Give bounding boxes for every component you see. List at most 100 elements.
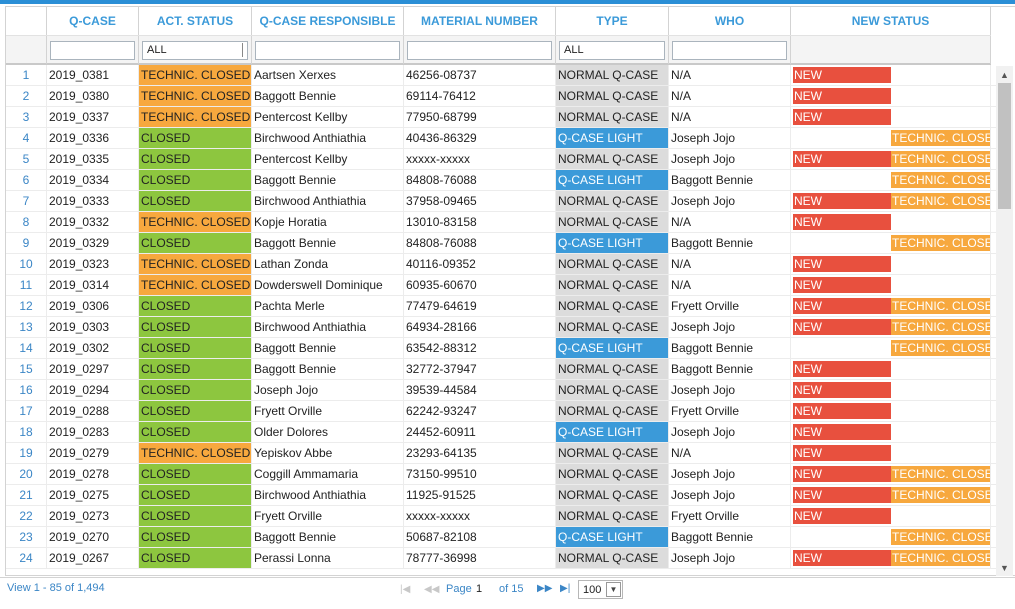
- qcase-cell[interactable]: 2019_0335: [47, 149, 139, 169]
- qcase-cell[interactable]: 2019_0336: [47, 128, 139, 148]
- prev-page-icon[interactable]: ◀◀: [424, 584, 440, 595]
- table-row[interactable]: 9 2019_0329 CLOSED Baggott Bennie 84808-7608…: [6, 233, 996, 254]
- table-row[interactable]: 12 2019_0306 CLOSED Pachta Merle 77479-64619…: [6, 296, 996, 317]
- qcase-cell[interactable]: 2019_0278: [47, 464, 139, 484]
- qcase-cell[interactable]: 2019_0288: [47, 401, 139, 421]
- new-status-cell[interactable]: TECHNIC. CLOSE: [791, 338, 991, 358]
- row-number: 6: [6, 170, 47, 190]
- table-row[interactable]: 11 2019_0314 TECHNIC. CLOSED Dowderswell Do…: [6, 275, 996, 296]
- table-row[interactable]: 13 2019_0303 CLOSED Birchwood Anthiathia 649…: [6, 317, 996, 338]
- table-row[interactable]: 5 2019_0335 CLOSED Pentercost Kellby xxxxx-x…: [6, 149, 996, 170]
- new-status-cell[interactable]: TECHNIC. CLOSE: [791, 233, 991, 253]
- new-status-cell[interactable]: NEW: [791, 380, 991, 400]
- qcase-cell[interactable]: 2019_0380: [47, 86, 139, 106]
- new-status-cell[interactable]: NEW TECHNIC. CLOSE: [791, 485, 991, 505]
- responsible-cell: Dowderswell Dominique: [252, 275, 404, 295]
- table-row[interactable]: 19 2019_0279 TECHNIC. CLOSED Yepiskov Abbe 2…: [6, 443, 996, 464]
- col-header-material-number[interactable]: MATERIAL NUMBER: [404, 7, 556, 35]
- table-row[interactable]: 20 2019_0278 CLOSED Coggill Ammamaria 73150-…: [6, 464, 996, 485]
- qcase-cell[interactable]: 2019_0270: [47, 527, 139, 547]
- col-header-act-status[interactable]: ACT. STATUS: [139, 7, 252, 35]
- new-status-cell[interactable]: NEW: [791, 254, 991, 274]
- type-cell: NORMAL Q-CASE: [556, 254, 669, 274]
- new-status-cell[interactable]: NEW: [791, 107, 991, 127]
- scroll-up-arrow-icon[interactable]: ▲: [1000, 69, 1009, 80]
- col-header-responsible[interactable]: Q-CASE RESPONSIBLE: [252, 7, 404, 35]
- new-status-cell[interactable]: NEW: [791, 359, 991, 379]
- page-number-input[interactable]: 1: [473, 580, 495, 598]
- qcase-cell[interactable]: 2019_0297: [47, 359, 139, 379]
- next-page-icon[interactable]: ▶▶: [537, 583, 553, 594]
- new-status-cell[interactable]: NEW: [791, 443, 991, 463]
- table-row[interactable]: 17 2019_0288 CLOSED Fryett Orville 62242-932…: [6, 401, 996, 422]
- col-header-who[interactable]: WHO: [669, 7, 791, 35]
- material-filter-input[interactable]: [407, 40, 552, 60]
- vertical-scrollbar[interactable]: ▲ ▼: [996, 66, 1013, 576]
- table-row[interactable]: 1 2019_0381 TECHNIC. CLOSED Aartsen Xerxes 4…: [6, 65, 996, 86]
- qcase-cell[interactable]: 2019_0294: [47, 380, 139, 400]
- qcase-cell[interactable]: 2019_0323: [47, 254, 139, 274]
- act-status-filter-select[interactable]: ALL: [142, 40, 248, 60]
- table-row[interactable]: 22 2019_0273 CLOSED Fryett Orville xxxxx-xxx…: [6, 506, 996, 527]
- last-page-icon[interactable]: ▶|: [560, 583, 571, 594]
- col-header-qcase[interactable]: Q-CASE: [47, 7, 139, 35]
- table-row[interactable]: 10 2019_0323 TECHNIC. CLOSED Lathan Zonda 40…: [6, 254, 996, 275]
- col-header-type[interactable]: TYPE: [556, 7, 669, 35]
- responsible-filter-input[interactable]: [255, 40, 400, 60]
- new-status-cell[interactable]: NEW TECHNIC. CLOSE: [791, 464, 991, 484]
- table-row[interactable]: 4 2019_0336 CLOSED Birchwood Anthiathia 4043…: [6, 128, 996, 149]
- responsible-cell: Baggott Bennie: [252, 359, 404, 379]
- qcase-cell[interactable]: 2019_0333: [47, 191, 139, 211]
- new-status-cell[interactable]: NEW TECHNIC. CLOSE: [791, 149, 991, 169]
- qcase-cell[interactable]: 2019_0329: [47, 233, 139, 253]
- q-case-grid: Q-CASE ACT. STATUS Q-CASE RESPONSIBLE MA…: [5, 6, 1015, 576]
- qcase-filter-input[interactable]: [50, 40, 135, 60]
- table-row[interactable]: 16 2019_0294 CLOSED Joseph Jojo 39539-44584 N…: [6, 380, 996, 401]
- qcase-cell[interactable]: 2019_0303: [47, 317, 139, 337]
- new-status-cell[interactable]: NEW: [791, 506, 991, 526]
- table-row[interactable]: 18 2019_0283 CLOSED Older Dolores 24452-6091…: [6, 422, 996, 443]
- table-row[interactable]: 6 2019_0334 CLOSED Baggott Bennie 84808-7608…: [6, 170, 996, 191]
- qcase-cell[interactable]: 2019_0381: [47, 65, 139, 85]
- col-header-new-status[interactable]: NEW STATUS: [791, 7, 991, 35]
- new-status-cell[interactable]: NEW TECHNIC. CLOSE: [791, 548, 991, 568]
- new-status-cell[interactable]: TECHNIC. CLOSE: [791, 170, 991, 190]
- table-row[interactable]: 2 2019_0380 TECHNIC. CLOSED Baggott Bennie 6…: [6, 86, 996, 107]
- table-row[interactable]: 24 2019_0267 CLOSED Perassi Lonna 78777-3699…: [6, 548, 996, 569]
- scroll-down-arrow-icon[interactable]: ▼: [1000, 562, 1009, 573]
- table-row[interactable]: 3 2019_0337 TECHNIC. CLOSED Pentercost Kell…: [6, 107, 996, 128]
- new-status-cell[interactable]: NEW: [791, 212, 991, 232]
- new-status-cell[interactable]: NEW TECHNIC. CLOSE: [791, 191, 991, 211]
- new-status-cell[interactable]: NEW: [791, 65, 991, 85]
- new-status-cell[interactable]: NEW: [791, 422, 991, 442]
- table-row[interactable]: 7 2019_0333 CLOSED Birchwood Anthiathia 3795…: [6, 191, 996, 212]
- rows-per-page-select[interactable]: 100 ▼: [578, 580, 623, 599]
- qcase-cell[interactable]: 2019_0275: [47, 485, 139, 505]
- table-row[interactable]: 14 2019_0302 CLOSED Baggott Bennie 63542-883…: [6, 338, 996, 359]
- new-status-cell[interactable]: TECHNIC. CLOSE: [791, 527, 991, 547]
- table-row[interactable]: 21 2019_0275 CLOSED Birchwood Anthiathia 119…: [6, 485, 996, 506]
- qcase-cell[interactable]: 2019_0279: [47, 443, 139, 463]
- new-status-cell[interactable]: NEW: [791, 275, 991, 295]
- new-status-cell[interactable]: TECHNIC. CLOSE: [791, 128, 991, 148]
- table-row[interactable]: 8 2019_0332 TECHNIC. CLOSED Kopje Horatia 13…: [6, 212, 996, 233]
- first-page-icon[interactable]: |◀: [400, 584, 411, 595]
- qcase-cell[interactable]: 2019_0337: [47, 107, 139, 127]
- qcase-cell[interactable]: 2019_0332: [47, 212, 139, 232]
- new-status-cell[interactable]: NEW: [791, 401, 991, 421]
- qcase-cell[interactable]: 2019_0306: [47, 296, 139, 316]
- table-row[interactable]: 23 2019_0270 CLOSED Baggott Bennie 50687-821…: [6, 527, 996, 548]
- new-status-cell[interactable]: NEW TECHNIC. CLOSE: [791, 296, 991, 316]
- qcase-cell[interactable]: 2019_0273: [47, 506, 139, 526]
- new-status-cell[interactable]: NEW: [791, 86, 991, 106]
- qcase-cell[interactable]: 2019_0314: [47, 275, 139, 295]
- qcase-cell[interactable]: 2019_0334: [47, 170, 139, 190]
- table-row[interactable]: 15 2019_0297 CLOSED Baggott Bennie 32772-379…: [6, 359, 996, 380]
- scrollbar-thumb[interactable]: [998, 83, 1011, 209]
- who-filter-input[interactable]: [672, 40, 787, 60]
- type-filter-select[interactable]: ALL: [559, 40, 665, 60]
- qcase-cell[interactable]: 2019_0283: [47, 422, 139, 442]
- qcase-cell[interactable]: 2019_0267: [47, 548, 139, 568]
- qcase-cell[interactable]: 2019_0302: [47, 338, 139, 358]
- new-status-cell[interactable]: NEW TECHNIC. CLOSE: [791, 317, 991, 337]
